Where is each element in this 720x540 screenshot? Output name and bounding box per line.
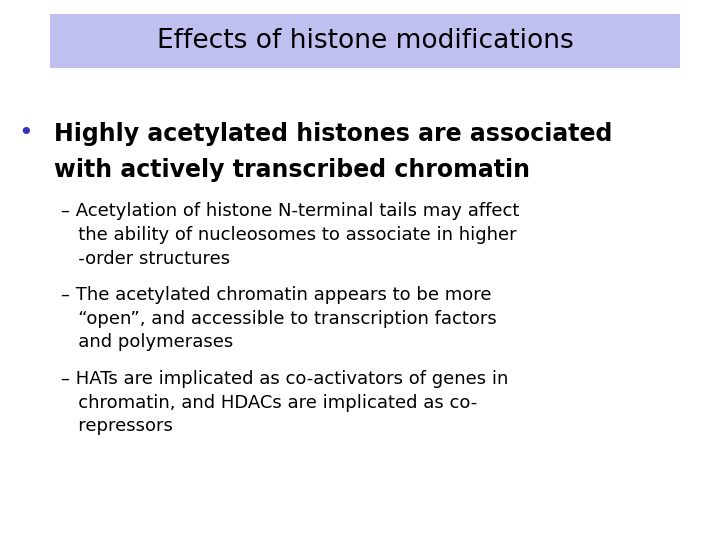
Text: – The acetylated chromatin appears to be more
   “open”, and accessible to trans: – The acetylated chromatin appears to be… [61, 286, 497, 352]
Text: – HATs are implicated as co-activators of genes in
   chromatin, and HDACs are i: – HATs are implicated as co-activators o… [61, 370, 508, 435]
FancyBboxPatch shape [50, 14, 680, 68]
Text: – Acetylation of histone N-terminal tails may affect
   the ability of nucleosom: – Acetylation of histone N-terminal tail… [61, 202, 520, 268]
Text: Effects of histone modifications: Effects of histone modifications [157, 28, 574, 53]
Text: Highly acetylated histones are associated: Highly acetylated histones are associate… [54, 122, 613, 145]
Text: with actively transcribed chromatin: with actively transcribed chromatin [54, 158, 530, 182]
Text: •: • [18, 122, 32, 145]
